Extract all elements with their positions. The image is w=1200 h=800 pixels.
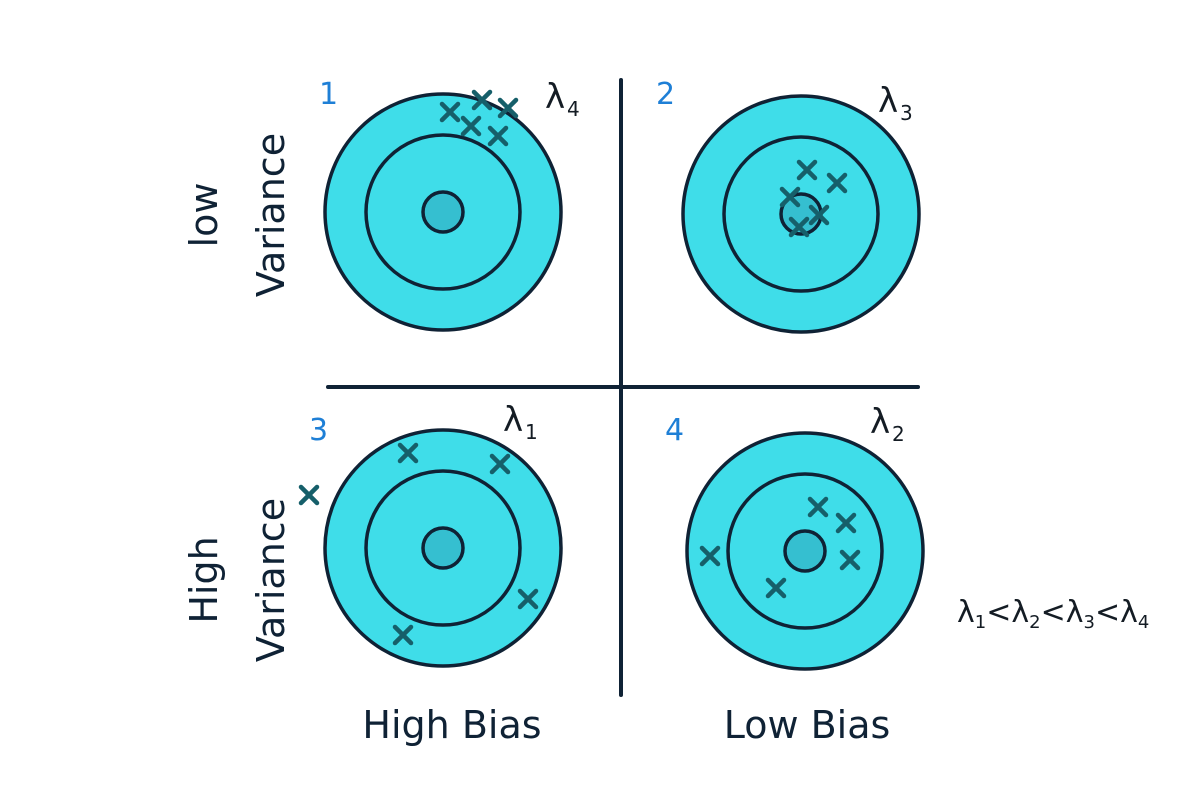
quadrant-number-4: 4 <box>665 413 684 448</box>
target-1 <box>323 92 563 332</box>
x-mark-icon <box>392 624 414 646</box>
x-mark-icon <box>298 484 320 506</box>
row-label-high-variance: High Variance <box>182 498 293 662</box>
x-mark-icon <box>839 549 861 571</box>
lambda-label-1: λ 4 <box>545 77 580 121</box>
x-mark-icon <box>808 204 830 226</box>
lambda-label-3: λ 1 <box>503 400 538 444</box>
x-mark-icon <box>699 545 721 567</box>
svg-text:λ: λ <box>870 402 890 442</box>
shots-quadrant-4 <box>699 496 861 599</box>
shots-quadrant-2 <box>779 159 848 238</box>
svg-text:4: 4 <box>567 97 580 121</box>
x-mark-icon <box>497 97 519 119</box>
target-4 <box>685 431 925 671</box>
svg-text:3: 3 <box>900 101 913 125</box>
x-mark-icon <box>487 125 509 147</box>
svg-text:λ: λ <box>878 81 898 121</box>
x-mark-icon <box>489 453 511 475</box>
svg-text:High: High <box>182 536 226 623</box>
target-3 <box>323 428 563 668</box>
x-mark-icon <box>779 186 801 208</box>
svg-text:2: 2 <box>892 422 905 446</box>
quadrant-number-3: 3 <box>309 413 328 448</box>
svg-text:1: 1 <box>525 420 538 444</box>
svg-text:low: low <box>182 183 226 248</box>
x-mark-icon <box>460 115 482 137</box>
shots-quadrant-1 <box>439 89 519 147</box>
target-2 <box>681 94 921 334</box>
svg-text:λ: λ <box>503 400 523 440</box>
x-mark-icon <box>517 588 539 610</box>
x-mark-icon <box>807 496 829 518</box>
bullseye <box>421 526 465 570</box>
x-mark-icon <box>397 442 419 464</box>
quadrant-number-1: 1 <box>319 77 338 112</box>
lambda-label-4: λ 2 <box>870 402 905 446</box>
x-mark-icon <box>835 512 857 534</box>
x-mark-icon <box>765 577 787 599</box>
lambda-label-2: λ 3 <box>878 81 913 125</box>
row-label-low-variance: low Variance <box>182 133 293 297</box>
x-mark-icon <box>471 89 493 111</box>
svg-text:Variance: Variance <box>249 498 293 662</box>
lambda-ordering: λ1<λ2<λ3<λ4 <box>957 595 1149 633</box>
column-label-low-bias: Low Bias <box>724 703 891 747</box>
svg-text:λ: λ <box>545 77 565 117</box>
x-mark-icon <box>826 172 848 194</box>
svg-text:Variance: Variance <box>249 133 293 297</box>
bullseye <box>783 529 827 573</box>
x-mark-icon <box>796 159 818 181</box>
x-mark-icon <box>439 101 461 123</box>
column-label-high-bias: High Bias <box>362 703 541 747</box>
x-mark-icon <box>788 216 810 238</box>
bullseye <box>421 190 465 234</box>
quadrant-number-2: 2 <box>656 77 675 112</box>
shots-quadrant-3 <box>298 442 539 646</box>
